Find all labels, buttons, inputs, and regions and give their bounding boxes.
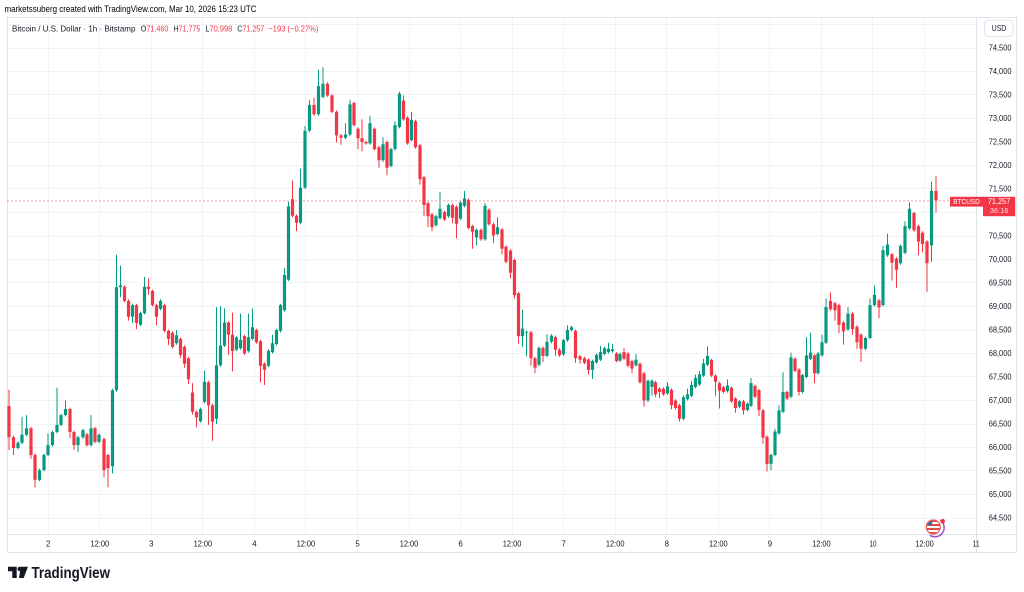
svg-text:74,000: 74,000 [989,67,1012,76]
svg-text:C71,257: C71,257 [237,23,264,33]
svg-text:69,500: 69,500 [989,279,1012,288]
svg-text:12:00: 12:00 [709,539,728,548]
svg-text:3: 3 [149,539,153,548]
svg-text:68,000: 68,000 [989,349,1012,358]
svg-text:72,500: 72,500 [989,138,1012,147]
svg-text:L70,998: L70,998 [205,23,232,33]
svg-text:Bitcoin / U.S. Dollar · 1h · B: Bitcoin / U.S. Dollar · 1h · Bitstamp [12,23,136,33]
svg-text:8: 8 [665,539,669,548]
svg-text:4: 4 [252,539,257,548]
svg-text:65,500: 65,500 [989,467,1012,476]
svg-text:67,000: 67,000 [989,396,1012,405]
svg-text:marketssuberg created with Tra: marketssuberg created with TradingView.c… [5,4,257,14]
svg-text:−193 (−0.27%): −193 (−0.27%) [268,23,318,33]
svg-text:12:00: 12:00 [400,539,419,548]
svg-text:O71,460: O71,460 [141,23,169,33]
svg-text:12:00: 12:00 [812,539,831,548]
svg-text:10: 10 [870,539,878,548]
svg-text:12:00: 12:00 [194,539,213,548]
svg-text:12:00: 12:00 [915,539,934,548]
svg-text:12:00: 12:00 [503,539,522,548]
svg-text:74,500: 74,500 [989,44,1012,53]
svg-text:BTCUSD: BTCUSD [953,197,980,206]
svg-text:H71,775: H71,775 [174,23,201,33]
svg-text:TradingView: TradingView [32,565,111,582]
svg-text:73,500: 73,500 [989,91,1012,100]
svg-text:USD: USD [992,23,1007,33]
svg-text:70,500: 70,500 [989,232,1012,241]
svg-text:68,500: 68,500 [989,326,1012,335]
svg-text:71,257: 71,257 [988,197,1011,206]
svg-text:64,500: 64,500 [989,514,1012,523]
svg-text:66,000: 66,000 [989,443,1012,452]
svg-text:71,500: 71,500 [989,185,1012,194]
svg-text:67,500: 67,500 [989,373,1012,382]
svg-text:9: 9 [768,539,772,548]
svg-text:12:00: 12:00 [91,539,110,548]
svg-text:2: 2 [46,539,50,548]
svg-text:12:00: 12:00 [606,539,625,548]
svg-text:70,000: 70,000 [989,255,1012,264]
svg-text:5: 5 [355,539,360,548]
svg-text:36:16: 36:16 [990,206,1009,215]
svg-text:12:00: 12:00 [297,539,316,548]
svg-text:66,500: 66,500 [989,420,1012,429]
svg-text:69,000: 69,000 [989,302,1012,311]
svg-text:72,000: 72,000 [989,161,1012,170]
svg-text:7: 7 [562,539,566,548]
svg-text:11: 11 [973,539,980,548]
svg-text:73,000: 73,000 [989,114,1012,123]
svg-text:6: 6 [458,539,462,548]
svg-text:65,000: 65,000 [989,490,1012,499]
